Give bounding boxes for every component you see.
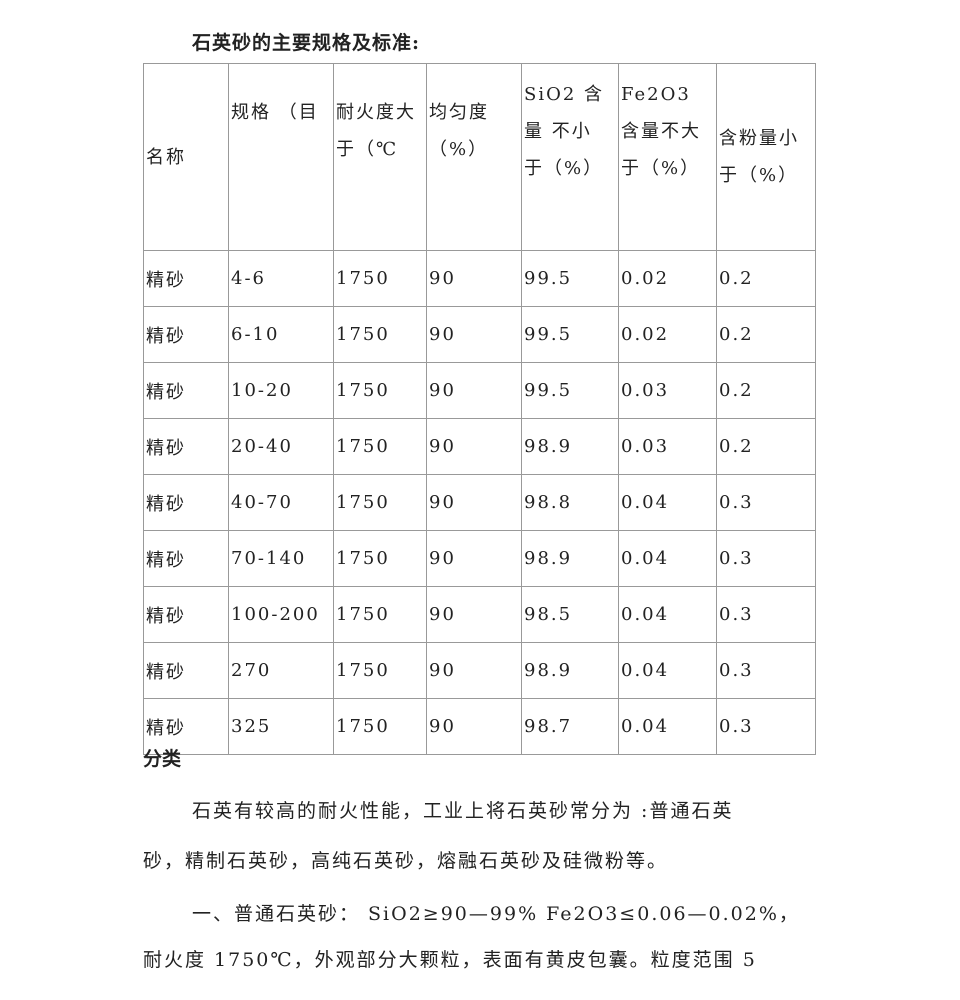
cell-refractoriness: 1750 xyxy=(333,698,427,755)
cell-refractoriness: 1750 xyxy=(333,474,427,531)
cell-powder: 0.2 xyxy=(716,250,816,307)
cell-uniformity: 90 xyxy=(426,306,522,363)
cell-mesh: 325 xyxy=(228,698,334,755)
cell-refractoriness: 1750 xyxy=(333,306,427,363)
header-sio2: SiO2 含量 不小于（%） xyxy=(521,63,619,251)
header-uniformity: 均匀度（%） xyxy=(426,63,522,251)
cell-sio2: 98.7 xyxy=(521,698,619,755)
paragraph-line: 耐火度 1750℃，外观部分大颗粒，表面有黄皮包囊。粒度范围 5 xyxy=(143,949,757,971)
cell-fe2o3: 0.02 xyxy=(618,250,717,307)
table-row: 精砂 10-20 1750 90 99.5 0.03 0.2 xyxy=(143,362,816,419)
cell-mesh: 20-40 xyxy=(228,418,334,475)
cell-uniformity: 90 xyxy=(426,530,522,587)
cell-powder: 0.3 xyxy=(716,698,816,755)
cell-fe2o3: 0.04 xyxy=(618,642,717,699)
cell-sio2: 98.8 xyxy=(521,474,619,531)
cell-uniformity: 90 xyxy=(426,250,522,307)
table-title: 石英砂的主要规格及标准: xyxy=(192,32,421,54)
table-row: 精砂 20-40 1750 90 98.9 0.03 0.2 xyxy=(143,418,816,475)
table-row: 精砂 325 1750 90 98.7 0.04 0.3 xyxy=(143,698,816,755)
cell-uniformity: 90 xyxy=(426,418,522,475)
cell-fe2o3: 0.04 xyxy=(618,474,717,531)
header-name: 名称 xyxy=(143,63,229,251)
table-row: 精砂 100-200 1750 90 98.5 0.04 0.3 xyxy=(143,586,816,643)
table-header-row: 名称 规格 （目 耐火度大于（℃ 均匀度（%） SiO2 含量 不小于（%） F… xyxy=(143,63,816,251)
cell-name: 精砂 xyxy=(143,530,229,587)
cell-name: 精砂 xyxy=(143,698,229,755)
cell-name: 精砂 xyxy=(143,362,229,419)
cell-mesh: 70-140 xyxy=(228,530,334,587)
cell-uniformity: 90 xyxy=(426,474,522,531)
header-mesh: 规格 （目 xyxy=(228,63,334,251)
cell-name: 精砂 xyxy=(143,418,229,475)
cell-fe2o3: 0.03 xyxy=(618,362,717,419)
cell-uniformity: 90 xyxy=(426,698,522,755)
table-row: 精砂 70-140 1750 90 98.9 0.04 0.3 xyxy=(143,530,816,587)
cell-fe2o3: 0.04 xyxy=(618,586,717,643)
cell-fe2o3: 0.03 xyxy=(618,418,717,475)
cell-powder: 0.3 xyxy=(716,642,816,699)
section-heading: 分类 xyxy=(143,748,182,770)
cell-refractoriness: 1750 xyxy=(333,642,427,699)
cell-sio2: 98.5 xyxy=(521,586,619,643)
cell-fe2o3: 0.02 xyxy=(618,306,717,363)
cell-name: 精砂 xyxy=(143,474,229,531)
cell-uniformity: 90 xyxy=(426,642,522,699)
cell-sio2: 98.9 xyxy=(521,642,619,699)
cell-name: 精砂 xyxy=(143,586,229,643)
cell-powder: 0.3 xyxy=(716,530,816,587)
cell-uniformity: 90 xyxy=(426,586,522,643)
cell-mesh: 40-70 xyxy=(228,474,334,531)
cell-refractoriness: 1750 xyxy=(333,530,427,587)
cell-powder: 0.3 xyxy=(716,474,816,531)
cell-mesh: 10-20 xyxy=(228,362,334,419)
table-row: 精砂 4-6 1750 90 99.5 0.02 0.2 xyxy=(143,250,816,307)
cell-fe2o3: 0.04 xyxy=(618,698,717,755)
cell-sio2: 99.5 xyxy=(521,362,619,419)
paragraph-line: 砂，精制石英砂，高纯石英砂，熔融石英砂及硅微粉等。 xyxy=(143,850,669,872)
cell-refractoriness: 1750 xyxy=(333,586,427,643)
cell-mesh: 270 xyxy=(228,642,334,699)
specs-table: 名称 规格 （目 耐火度大于（℃ 均匀度（%） SiO2 含量 不小于（%） F… xyxy=(143,63,816,755)
cell-mesh: 4-6 xyxy=(228,250,334,307)
paragraph-line: 石英有较高的耐火性能，工业上将石英砂常分为 :普通石英 xyxy=(192,800,734,822)
cell-fe2o3: 0.04 xyxy=(618,530,717,587)
header-fe2o3: Fe2O3 含量不大于（%） xyxy=(618,63,717,251)
cell-sio2: 98.9 xyxy=(521,418,619,475)
header-powder: 含粉量小于（%） xyxy=(716,63,816,251)
cell-name: 精砂 xyxy=(143,306,229,363)
table-row: 精砂 40-70 1750 90 98.8 0.04 0.3 xyxy=(143,474,816,531)
cell-mesh: 6-10 xyxy=(228,306,334,363)
cell-name: 精砂 xyxy=(143,250,229,307)
paragraph-line: 一、普通石英砂： SiO2≥90—99% Fe2O3≤0.06—0.02%， xyxy=(192,903,800,925)
cell-sio2: 99.5 xyxy=(521,250,619,307)
cell-refractoriness: 1750 xyxy=(333,362,427,419)
table-row: 精砂 270 1750 90 98.9 0.04 0.3 xyxy=(143,642,816,699)
cell-refractoriness: 1750 xyxy=(333,418,427,475)
cell-powder: 0.2 xyxy=(716,306,816,363)
cell-powder: 0.2 xyxy=(716,418,816,475)
cell-sio2: 99.5 xyxy=(521,306,619,363)
header-refractoriness: 耐火度大于（℃ xyxy=(333,63,427,251)
cell-powder: 0.2 xyxy=(716,362,816,419)
cell-name: 精砂 xyxy=(143,642,229,699)
cell-refractoriness: 1750 xyxy=(333,250,427,307)
cell-powder: 0.3 xyxy=(716,586,816,643)
cell-uniformity: 90 xyxy=(426,362,522,419)
cell-mesh: 100-200 xyxy=(228,586,334,643)
table-row: 精砂 6-10 1750 90 99.5 0.02 0.2 xyxy=(143,306,816,363)
cell-sio2: 98.9 xyxy=(521,530,619,587)
